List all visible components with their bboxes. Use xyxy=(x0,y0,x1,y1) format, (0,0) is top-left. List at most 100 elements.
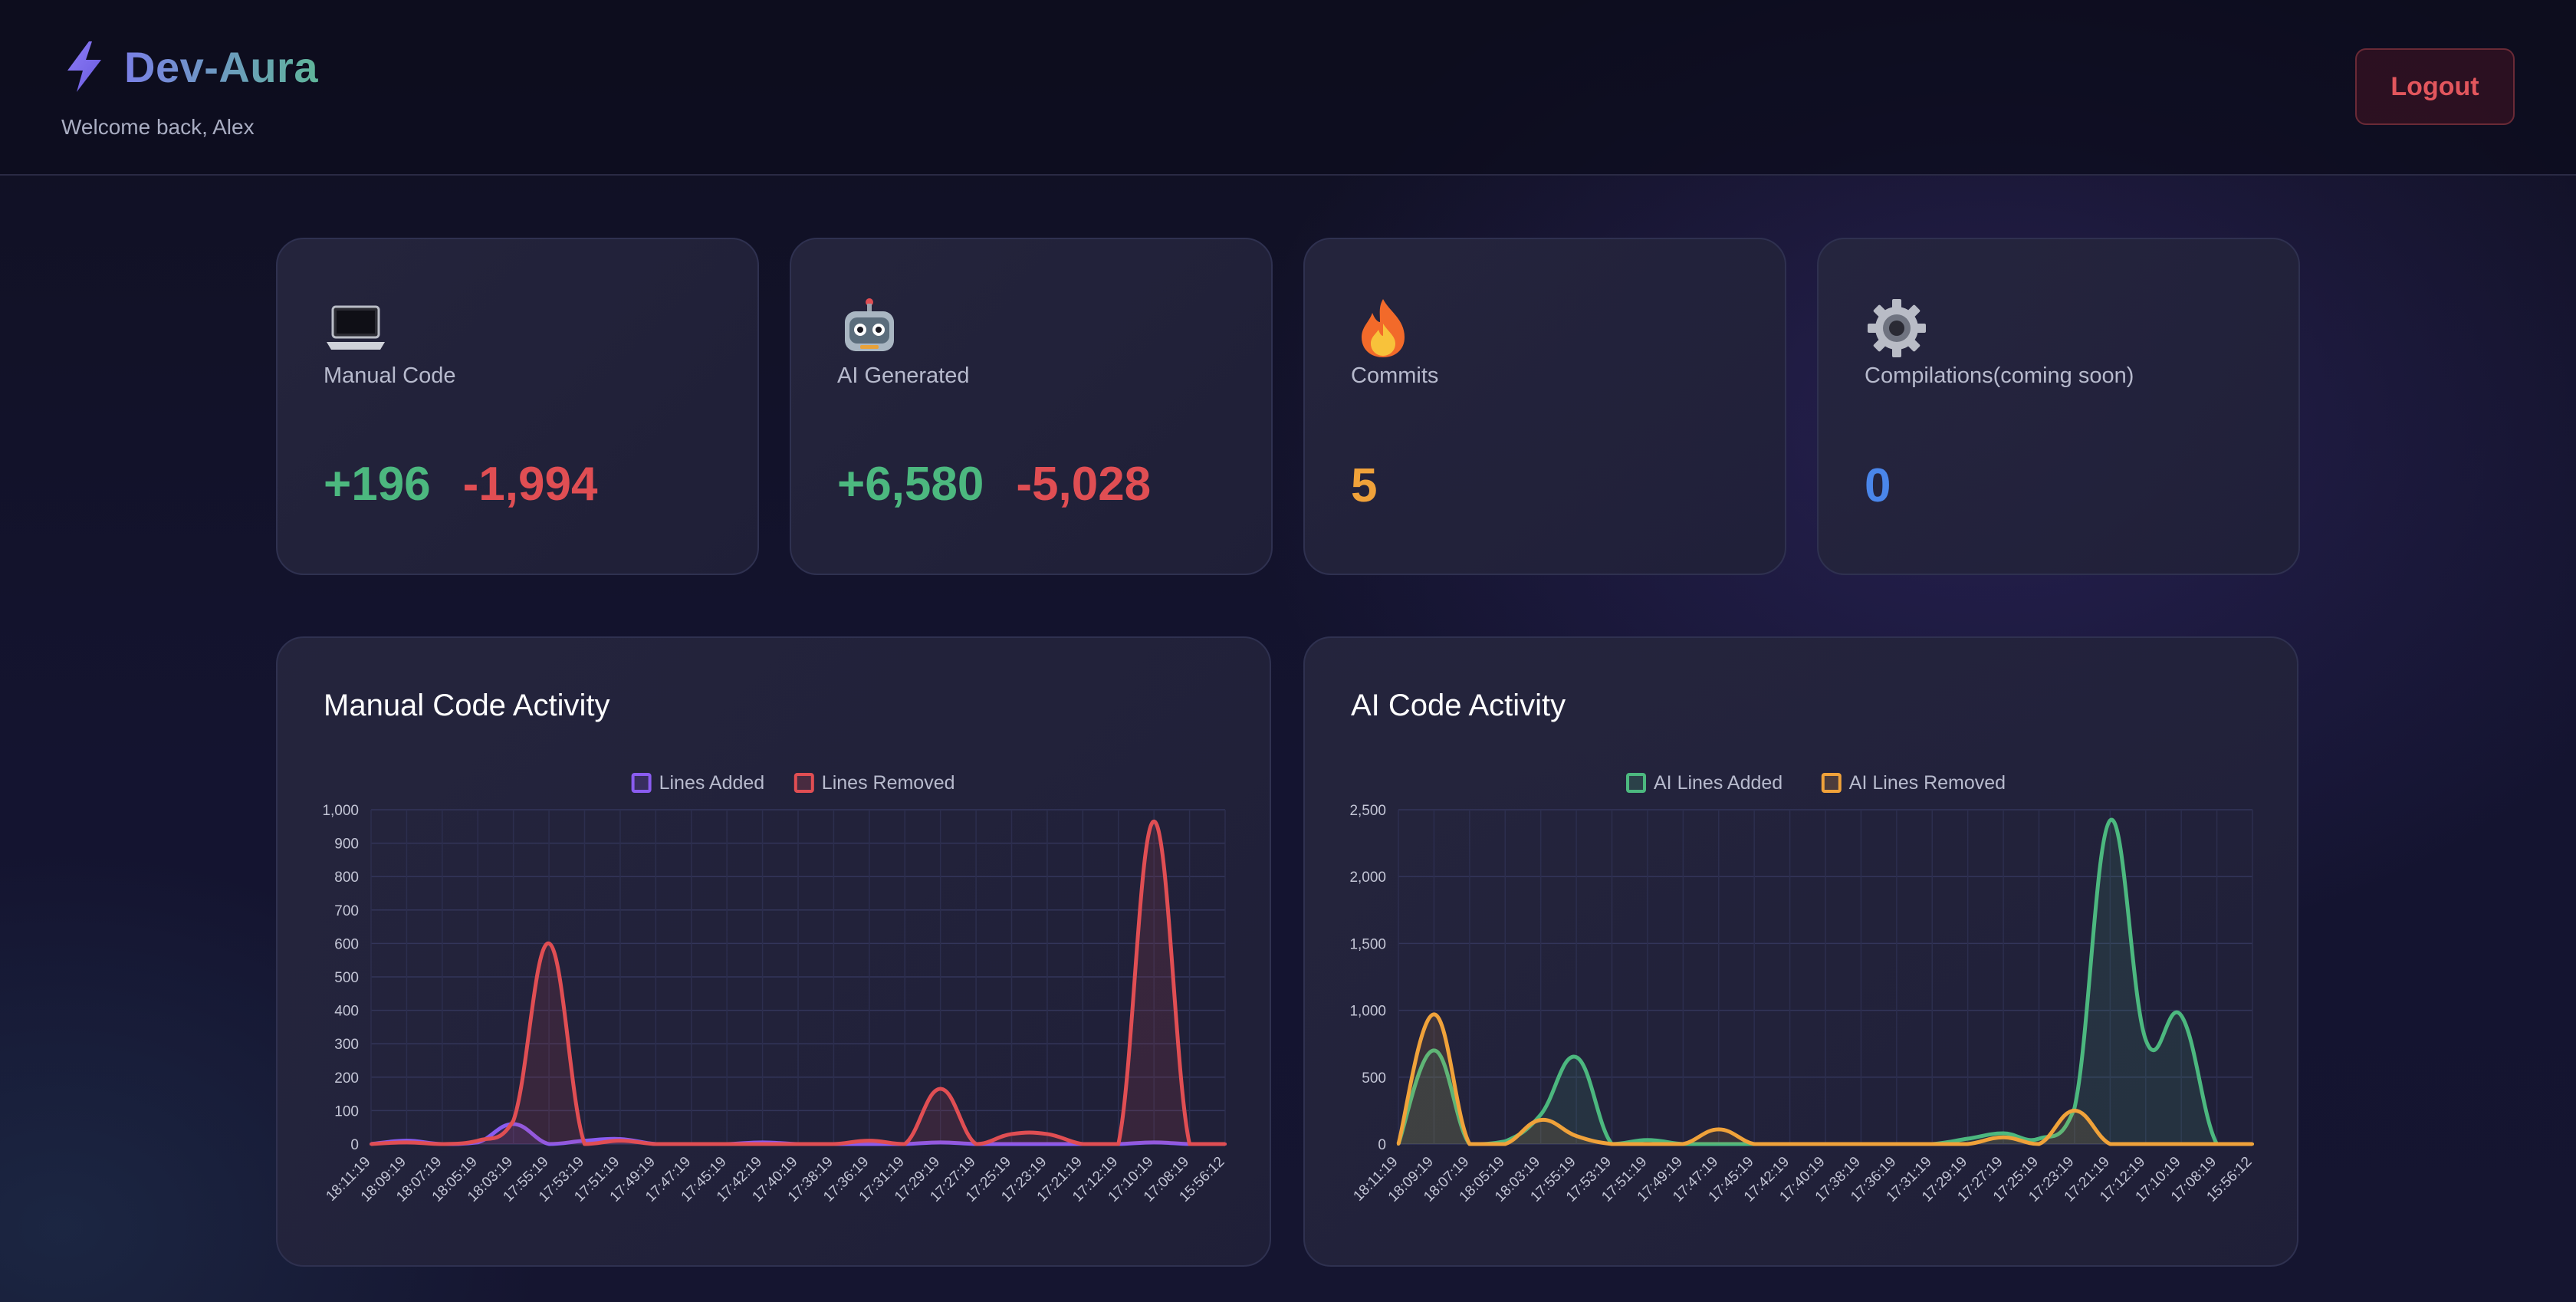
data-point[interactable] xyxy=(2072,1109,2076,1113)
series-area xyxy=(371,821,1225,1144)
stat-label: AI Generated xyxy=(837,363,970,388)
data-point[interactable] xyxy=(1717,1127,1720,1131)
data-point[interactable] xyxy=(511,1119,515,1123)
data-point[interactable] xyxy=(1645,1143,1649,1146)
series-line xyxy=(370,819,1225,1146)
fire-icon xyxy=(1362,299,1405,357)
data-point[interactable] xyxy=(2108,1143,2112,1146)
y-tick-label: 200 xyxy=(334,1070,359,1087)
data-point[interactable] xyxy=(1045,1132,1049,1136)
legend-label: AI Lines Removed xyxy=(1849,772,2006,794)
data-point[interactable] xyxy=(1188,1143,1191,1146)
data-point[interactable] xyxy=(1045,1143,1049,1146)
data-point[interactable] xyxy=(370,1143,373,1146)
chart-legend[interactable]: Lines Added Lines Removed xyxy=(631,772,955,794)
data-point[interactable] xyxy=(1010,1143,1014,1146)
data-point[interactable] xyxy=(938,1087,942,1091)
data-point[interactable] xyxy=(1824,1143,1827,1146)
data-point[interactable] xyxy=(2251,1143,2254,1146)
welcome-text: Welcome back, Alex xyxy=(61,115,255,139)
data-point[interactable] xyxy=(1539,1113,1543,1116)
data-point[interactable] xyxy=(867,1139,871,1143)
data-point[interactable] xyxy=(1432,1048,1436,1052)
data-point[interactable] xyxy=(903,1143,907,1146)
data-point[interactable] xyxy=(1081,1143,1085,1146)
data-point[interactable] xyxy=(2002,1136,2006,1139)
data-point[interactable] xyxy=(1432,1012,1436,1016)
data-point[interactable] xyxy=(938,1140,942,1144)
data-point[interactable] xyxy=(1575,1134,1579,1138)
data-point[interactable] xyxy=(440,1143,444,1146)
data-point[interactable] xyxy=(974,1143,978,1146)
stat-card-manual-code: Manual Code +196 -1,994 xyxy=(276,238,759,575)
data-point[interactable] xyxy=(618,1139,622,1143)
logout-button[interactable]: Logout xyxy=(2355,48,2515,125)
data-point[interactable] xyxy=(2002,1132,2006,1136)
data-point[interactable] xyxy=(2072,1106,2076,1110)
data-point[interactable] xyxy=(1539,1118,1543,1122)
data-point[interactable] xyxy=(1116,1143,1120,1146)
data-point[interactable] xyxy=(1894,1143,1898,1146)
data-point[interactable] xyxy=(2108,818,2112,822)
data-point[interactable] xyxy=(547,942,551,945)
data-point[interactable] xyxy=(1467,1143,1471,1146)
app-header: Dev-Aura Welcome back, Alex Logout xyxy=(0,0,2576,176)
data-point[interactable] xyxy=(476,1139,480,1143)
y-tick-label: 300 xyxy=(334,1037,359,1053)
data-point[interactable] xyxy=(1930,1143,1934,1146)
data-point[interactable] xyxy=(1503,1143,1507,1146)
brand-title: Dev-Aura xyxy=(124,42,318,91)
chart-card-ai-activity: AI Code Activity AI Lines Added AI Lines … xyxy=(1303,636,2298,1267)
legend-item[interactable]: Lines Added xyxy=(631,772,765,794)
data-point[interactable] xyxy=(1681,1143,1685,1146)
stat-card-ai-generated: AI Generated +6,580 -5,028 xyxy=(790,238,1273,575)
legend-item[interactable]: AI Lines Added xyxy=(1626,772,1783,794)
series-lines-removed xyxy=(370,819,1227,1146)
data-point[interactable] xyxy=(1575,1055,1579,1059)
data-point[interactable] xyxy=(583,1143,586,1146)
data-point[interactable] xyxy=(2037,1143,2041,1146)
data-point[interactable] xyxy=(1966,1143,1970,1146)
data-point[interactable] xyxy=(1224,1143,1227,1146)
data-point[interactable] xyxy=(2144,1143,2147,1146)
data-point[interactable] xyxy=(405,1140,409,1144)
data-point[interactable] xyxy=(2180,1014,2183,1018)
legend-item[interactable]: Lines Removed xyxy=(794,772,955,794)
data-point[interactable] xyxy=(761,1143,764,1146)
data-point[interactable] xyxy=(2180,1143,2183,1146)
data-point[interactable] xyxy=(832,1143,836,1146)
data-point[interactable] xyxy=(1152,1140,1156,1144)
data-point[interactable] xyxy=(797,1143,800,1146)
data-point[interactable] xyxy=(1717,1143,1720,1146)
data-point[interactable] xyxy=(547,1143,551,1146)
legend-label: Lines Added xyxy=(659,772,765,794)
y-tick-label: 800 xyxy=(334,870,359,886)
data-point[interactable] xyxy=(1010,1132,1014,1136)
chart-legend[interactable]: AI Lines Added AI Lines Removed xyxy=(1626,772,2006,794)
data-point[interactable] xyxy=(2215,1143,2219,1146)
data-point[interactable] xyxy=(1788,1143,1792,1146)
data-point[interactable] xyxy=(867,1143,871,1146)
data-point[interactable] xyxy=(1966,1137,1970,1141)
data-point[interactable] xyxy=(1753,1143,1756,1146)
data-point[interactable] xyxy=(1610,1143,1614,1146)
data-point[interactable] xyxy=(1397,1143,1400,1146)
data-point[interactable] xyxy=(2037,1137,2041,1141)
y-tick-label: 1,000 xyxy=(322,803,359,819)
data-point[interactable] xyxy=(1859,1143,1863,1146)
stat-values: 5 xyxy=(1351,459,1377,513)
series-area xyxy=(1398,820,2252,1144)
legend-label: AI Lines Added xyxy=(1654,772,1783,794)
data-point[interactable] xyxy=(689,1143,693,1146)
legend-item[interactable]: AI Lines Removed xyxy=(1821,772,2006,794)
data-point[interactable] xyxy=(654,1143,658,1146)
y-tick-label: 500 xyxy=(334,970,359,986)
y-tick-label: 900 xyxy=(334,837,359,853)
y-tick-label: 2,000 xyxy=(1349,870,1386,886)
data-point[interactable] xyxy=(1152,820,1156,824)
y-tick-label: 700 xyxy=(334,903,359,919)
data-point[interactable] xyxy=(2144,1037,2147,1041)
data-point[interactable] xyxy=(725,1143,729,1146)
stat-card-commits: Commits 5 xyxy=(1303,238,1786,575)
data-point[interactable] xyxy=(1645,1138,1649,1142)
